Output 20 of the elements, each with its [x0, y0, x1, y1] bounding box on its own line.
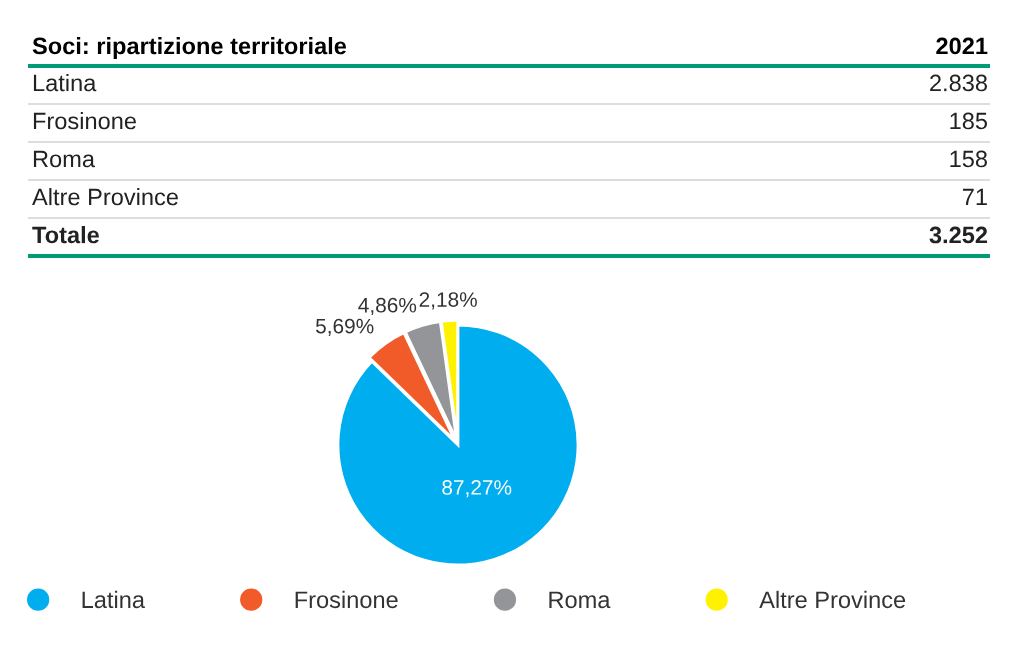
text: Soci: ripartizione territoriale: [32, 37, 347, 59]
data-label: 4,86%: [358, 297, 417, 316]
text: 2021: [936, 37, 988, 55]
text: Frosinone: [33, 112, 136, 130]
text: 2.838: [930, 74, 987, 92]
text: 158: [950, 150, 987, 168]
legend-label: Frosinone: [295, 590, 398, 609]
data-label: 2,18%: [419, 292, 477, 310]
text: 71: [962, 188, 987, 206]
text: Latina: [33, 74, 97, 92]
text: Totale: [32, 225, 99, 244]
legend-label: Roma: [549, 591, 611, 609]
text: 185: [950, 112, 988, 130]
data-label: 87,27%: [442, 480, 512, 498]
data-label: 5,69%: [315, 318, 374, 336]
text: Altre Province: [32, 187, 178, 206]
legend-label: Latina: [82, 590, 145, 609]
text: Roma: [33, 150, 95, 168]
legend-label: Altre Province: [759, 590, 906, 609]
text: 3.252: [929, 226, 988, 244]
